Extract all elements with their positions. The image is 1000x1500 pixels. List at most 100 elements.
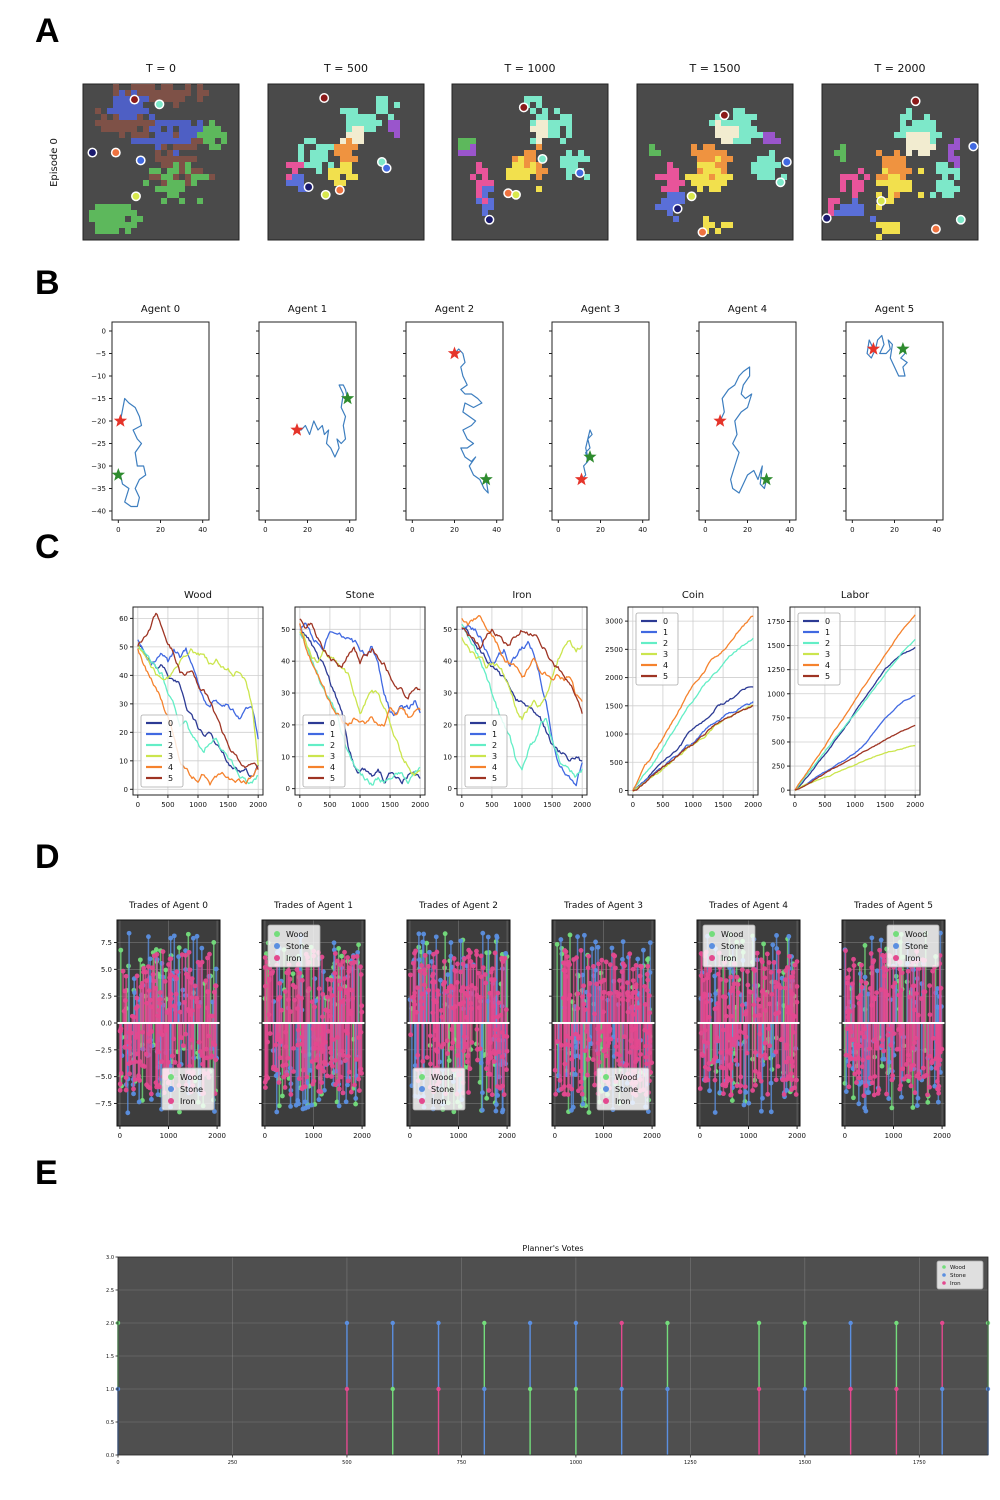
svg-text:2000: 2000 xyxy=(573,801,591,809)
svg-text:40: 40 xyxy=(281,658,290,666)
chart-labor: Labor 0 500 1000 1500 2000 0 250 500 750 1000 1250 1… xyxy=(767,590,924,809)
svg-text:Iron: Iron xyxy=(615,1097,630,1106)
subplot-title: Iron xyxy=(512,590,532,601)
map-canvas xyxy=(821,83,979,241)
svg-text:1750: 1750 xyxy=(767,618,785,626)
svg-text:2000: 2000 xyxy=(906,801,924,809)
planners-votes-chart: Planner's Votes 0 250 500 750 1000 1250 1500 175… xyxy=(106,1244,991,1466)
chart-coin: Coin 0 500 1000 1500 2000 0 500 1000 1500 2000 2500… xyxy=(605,590,762,809)
svg-text:20: 20 xyxy=(303,526,312,534)
subplot-title: Agent 2 xyxy=(434,304,475,315)
svg-text:0: 0 xyxy=(263,526,267,534)
trajectory-agent-4: Agent 4 0 20 40 xyxy=(696,304,797,534)
subplot-title: Agent 1 xyxy=(287,304,328,315)
svg-text:2: 2 xyxy=(825,639,830,648)
svg-text:0: 0 xyxy=(553,1132,557,1140)
svg-text:0: 0 xyxy=(663,617,668,626)
subplot-title: Trades of Agent 3 xyxy=(564,901,643,911)
subplot-title: T = 0 xyxy=(146,62,176,75)
svg-text:1000: 1000 xyxy=(605,731,623,739)
votes-canvas: 0 250 500 750 1000 1250 1500 17500.00.51.01.52.… xyxy=(106,1255,991,1466)
svg-text:Iron: Iron xyxy=(286,954,301,963)
svg-text:40: 40 xyxy=(345,526,354,534)
svg-text:−5.0: −5.0 xyxy=(95,1073,112,1081)
svg-text:1000: 1000 xyxy=(351,801,369,809)
subplot-title: T = 500 xyxy=(324,62,368,75)
svg-text:0: 0 xyxy=(410,526,414,534)
svg-text:−35: −35 xyxy=(91,485,106,493)
panel-d-label: D xyxy=(35,838,60,876)
svg-text:1250: 1250 xyxy=(767,666,785,674)
svg-text:1: 1 xyxy=(825,628,830,637)
svg-text:1000: 1000 xyxy=(846,801,864,809)
svg-text:30: 30 xyxy=(443,690,452,698)
subplot-title: Trades of Agent 5 xyxy=(854,901,933,911)
svg-text:2500: 2500 xyxy=(605,646,623,654)
svg-text:0: 0 xyxy=(825,617,830,626)
svg-text:4: 4 xyxy=(825,661,830,670)
svg-text:500: 500 xyxy=(485,801,498,809)
svg-text:30: 30 xyxy=(119,700,128,708)
svg-text:0: 0 xyxy=(850,526,854,534)
svg-text:500: 500 xyxy=(656,801,669,809)
svg-text:0: 0 xyxy=(116,526,120,534)
svg-text:0: 0 xyxy=(460,801,464,809)
subplot-title: Coin xyxy=(681,590,705,601)
svg-text:1: 1 xyxy=(168,730,173,739)
stems-trades-of-agent-5: Trades of Agent 5 0 1000 2000 Wood Stone Iron xyxy=(839,901,951,1140)
svg-text:10: 10 xyxy=(443,753,452,761)
map-t-1000: T = 1000 xyxy=(451,62,609,241)
stems-trades-of-agent-4: Trades of Agent 4 0 1000 2000 Wood Stone Iron xyxy=(694,901,806,1140)
svg-text:0: 0 xyxy=(102,328,106,336)
svg-text:0: 0 xyxy=(168,719,173,728)
svg-text:20: 20 xyxy=(119,729,128,737)
subplot-title: Agent 3 xyxy=(580,304,621,315)
svg-text:5: 5 xyxy=(825,672,830,681)
svg-text:2000: 2000 xyxy=(208,1132,226,1140)
svg-text:−20: −20 xyxy=(91,418,106,426)
subplot-title: T = 2000 xyxy=(874,62,926,75)
svg-text:2000: 2000 xyxy=(498,1132,516,1140)
svg-text:40: 40 xyxy=(785,526,794,534)
svg-text:7.5: 7.5 xyxy=(101,939,112,947)
map-canvas xyxy=(451,83,609,241)
svg-text:0: 0 xyxy=(619,787,623,795)
svg-text:Stone: Stone xyxy=(286,942,309,951)
svg-text:1500: 1500 xyxy=(543,801,561,809)
trajectory-agent-5: Agent 5 0 20 40 xyxy=(843,304,944,534)
svg-text:2000: 2000 xyxy=(249,801,267,809)
trajectory-agent-1: Agent 1 0 20 40 xyxy=(256,304,357,534)
trajectory-canvas: 0 20 40 xyxy=(549,321,650,534)
panel-e-label: E xyxy=(35,1154,58,1192)
trajectory-canvas: 0 20 40 xyxy=(696,321,797,534)
map-canvas xyxy=(82,83,240,241)
svg-text:2000: 2000 xyxy=(643,1132,661,1140)
svg-text:10: 10 xyxy=(281,753,290,761)
svg-text:10: 10 xyxy=(119,757,128,765)
svg-text:Iron: Iron xyxy=(180,1097,195,1106)
map-canvas xyxy=(636,83,794,241)
svg-text:0: 0 xyxy=(124,786,128,794)
line-chart-canvas: 0 500 1000 1500 2000 0 500 1000 1500 2000 2500 3000… xyxy=(605,606,762,809)
svg-text:50: 50 xyxy=(443,626,452,634)
svg-text:0: 0 xyxy=(781,787,785,795)
subplot-title: Agent 4 xyxy=(727,304,768,315)
svg-text:30: 30 xyxy=(281,690,290,698)
line-chart-canvas: 0 500 1000 1500 2000 0 10 20 30 40 50 60 0 1 2 3 4 5 xyxy=(119,606,267,809)
svg-text:3000: 3000 xyxy=(605,618,623,626)
map-t-0: T = 0 xyxy=(82,62,240,241)
svg-text:3: 3 xyxy=(663,650,668,659)
subplot-title: T = 1000 xyxy=(504,62,556,75)
stems-trades-of-agent-1: Trades of Agent 1 0 1000 2000 Wood Stone Iron xyxy=(259,901,371,1140)
svg-text:Wood: Wood xyxy=(286,930,308,939)
svg-text:Wood: Wood xyxy=(180,1073,202,1082)
svg-text:0: 0 xyxy=(263,1132,267,1140)
subplot-title: Trades of Agent 2 xyxy=(419,901,498,911)
map-t-2000: T = 2000 xyxy=(821,62,979,241)
